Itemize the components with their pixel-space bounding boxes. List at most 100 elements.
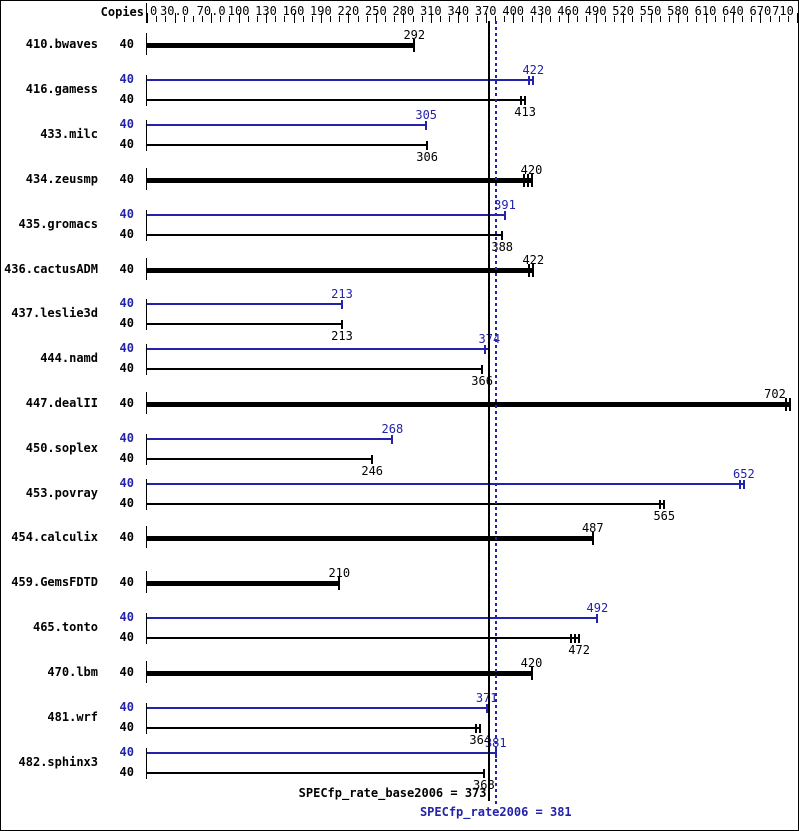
peak-value-label: 652	[733, 466, 755, 481]
bar-end-tick	[528, 263, 531, 277]
copies-value: 40	[119, 719, 134, 734]
peak-value-label: 422	[522, 63, 545, 78]
bar-end-tick	[570, 634, 573, 644]
axis-major-tick	[320, 13, 322, 23]
group-origin-tick	[146, 344, 147, 376]
axis-minor-tick	[586, 16, 588, 22]
axis-major-tick	[732, 13, 734, 23]
copies-value: 40	[119, 630, 134, 645]
base-bar	[147, 233, 503, 236]
base-bar	[147, 637, 580, 640]
copies-value: 40	[119, 664, 134, 679]
base-value-label: 210	[328, 566, 351, 581]
bar-end-tick	[788, 397, 791, 411]
peak-bar	[147, 124, 427, 127]
group-origin-tick	[146, 571, 147, 594]
benchmark-label: 453.povray	[25, 485, 98, 500]
benchmark-label: 436.cactusADM	[4, 261, 98, 276]
bar-end-tick	[426, 141, 429, 151]
bar-end-tick	[591, 532, 594, 546]
benchmark-label: 482.sphinx3	[18, 754, 98, 769]
bar-end-tick	[659, 499, 662, 509]
benchmark-label: 416.gamess	[25, 82, 98, 97]
axis-tick-label: 100	[227, 4, 250, 18]
base-value-label: 487	[581, 521, 604, 536]
axis-tick-label: 250	[365, 4, 387, 18]
bar-end-tick	[530, 173, 533, 187]
bar-end-tick	[663, 499, 666, 509]
axis-major-tick	[540, 13, 542, 23]
base-bar	[147, 323, 342, 326]
peak-bar	[147, 213, 505, 216]
base-ref-line	[487, 21, 490, 801]
axis-tick-label: 430	[529, 4, 552, 18]
base-bar	[147, 177, 532, 183]
bar-end-tick	[371, 454, 374, 464]
peak-bar	[147, 79, 534, 82]
axis-tick-label: 520	[612, 4, 634, 18]
benchmark-label: 470.lbm	[47, 664, 98, 679]
benchmark-label: 433.milc	[40, 127, 98, 142]
axis-major-tick	[293, 13, 295, 23]
bar-end-tick	[742, 479, 745, 489]
peak-bar	[147, 482, 744, 485]
group-origin-tick	[146, 167, 147, 190]
bar-end-tick	[784, 397, 787, 411]
copies-value: 40	[119, 575, 134, 590]
axis-minor-tick	[156, 16, 158, 22]
axis-minor-tick	[467, 16, 469, 22]
bar-end-tick	[475, 723, 478, 733]
copies-value: 40	[119, 206, 134, 221]
axis-minor-tick	[632, 16, 634, 22]
axis-minor-tick	[330, 16, 332, 22]
axis-minor-tick	[302, 16, 304, 22]
axis-tick-label: 130	[255, 4, 277, 18]
bar-end-tick	[524, 96, 527, 106]
bar-end-tick	[528, 76, 531, 86]
axis-major-tick	[513, 13, 515, 23]
copies-value: 40	[119, 764, 134, 779]
base-value-label: 422	[522, 252, 545, 267]
benchmark-label: 465.tonto	[32, 620, 98, 635]
axis-major-tick	[430, 13, 432, 23]
base-bar	[147, 502, 665, 505]
base-value-label: 306	[416, 150, 438, 165]
axis-minor-tick	[183, 16, 185, 22]
copies-value: 40	[119, 316, 134, 331]
axis-major-tick	[797, 13, 798, 23]
axis-major-tick	[623, 13, 625, 23]
group-origin-tick	[146, 433, 147, 465]
base-bar	[147, 401, 790, 407]
copies-value: 40	[119, 92, 134, 107]
axis-tick-label: 190	[310, 4, 332, 18]
group-origin-tick	[146, 702, 147, 734]
axis-tick-label: 280	[392, 4, 415, 18]
axis-minor-tick	[229, 16, 231, 22]
axis-minor-tick	[421, 16, 423, 22]
bar-end-tick	[481, 365, 484, 375]
base-value-label: 472	[568, 643, 590, 658]
axis-major-tick	[211, 13, 213, 23]
axis-major-tick	[266, 13, 267, 23]
axis-minor-tick	[504, 16, 505, 22]
copies-value: 40	[119, 72, 134, 87]
axis-tick-label: 610	[694, 4, 717, 18]
benchmark-label: 454.calculix	[11, 530, 98, 545]
base-bar	[147, 726, 481, 729]
axis-tick-label: 70.0	[196, 4, 226, 18]
base-bar	[147, 581, 340, 587]
axis-tick-label: 460	[557, 4, 579, 18]
axis-minor-tick	[522, 16, 524, 22]
bar-end-tick	[485, 703, 488, 713]
copies-value: 40	[119, 296, 134, 311]
axis-minor-tick	[284, 16, 286, 22]
copies-value: 40	[119, 341, 134, 356]
group-origin-tick	[146, 613, 147, 645]
axis-minor-tick	[385, 16, 386, 22]
base-bar	[147, 368, 483, 371]
bar-end-tick	[532, 263, 535, 277]
group-origin-tick	[146, 257, 147, 280]
bar-end-tick	[338, 577, 341, 591]
bar-end-tick	[578, 634, 581, 644]
peak-ref-line	[494, 21, 497, 807]
